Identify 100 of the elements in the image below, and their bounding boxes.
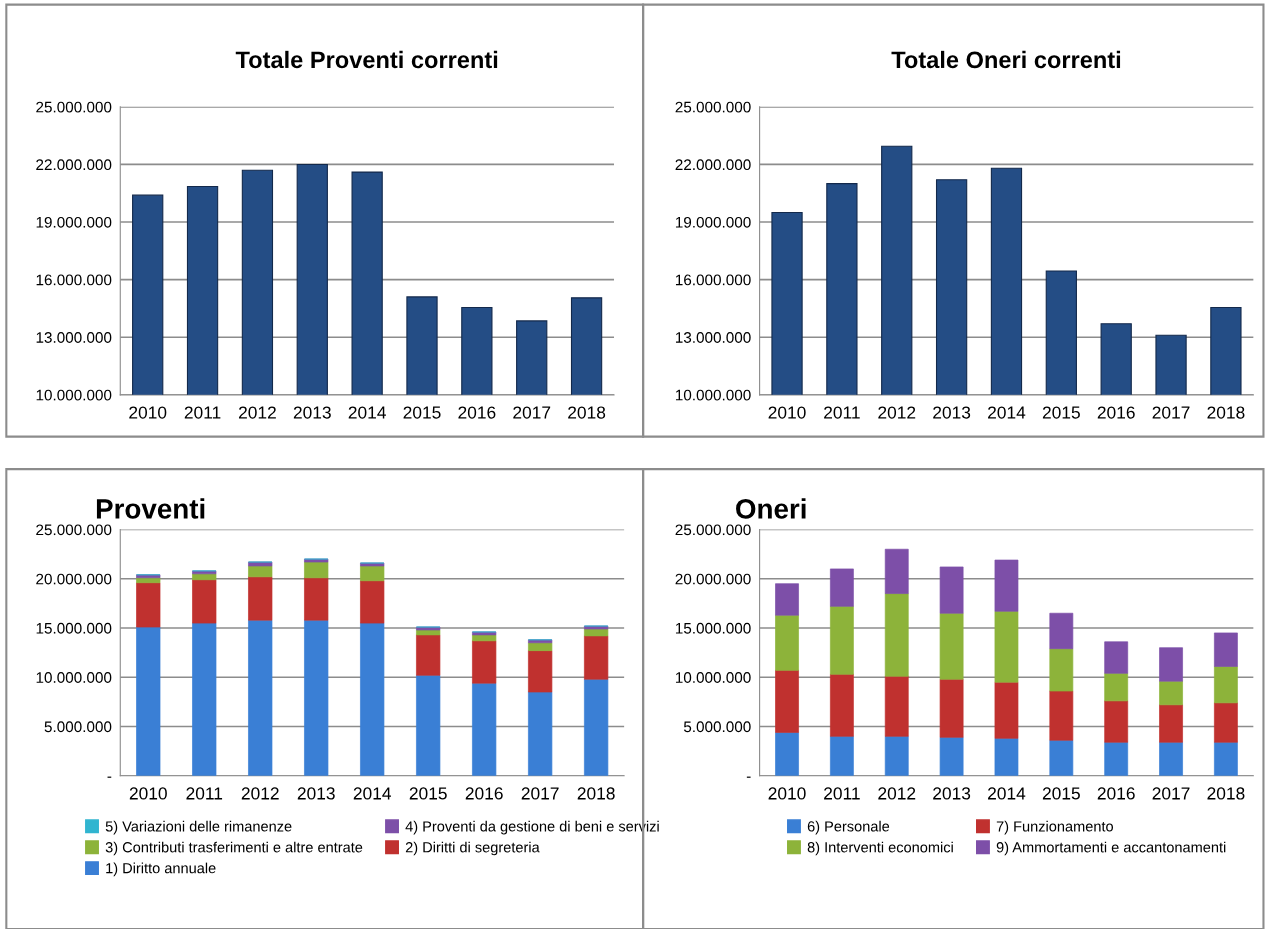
x-tick-label: 2018 <box>568 406 606 419</box>
x-tick-label: 2012 <box>238 406 276 419</box>
bar <box>1049 648 1074 692</box>
legend-label: 8) Interventi economici <box>807 841 953 856</box>
bar <box>1159 741 1183 776</box>
y-tick-label: 20.000.000 <box>36 573 112 585</box>
y-tick-label: 10.000.000 <box>675 389 751 401</box>
legend-label: 9) Ammortamenti e accantonamenti <box>996 841 1226 856</box>
bar <box>472 682 497 776</box>
y-tick-label: 25.000.000 <box>675 101 751 113</box>
x-tick-label: 2013 <box>293 406 331 419</box>
x-tick-label: 2014 <box>988 787 1026 800</box>
bar <box>472 640 497 684</box>
bar <box>1214 632 1238 667</box>
x-tick-label: 2010 <box>768 406 806 419</box>
bar <box>584 635 609 680</box>
x-tick-label: 2013 <box>933 406 971 419</box>
y-tick-label: 5.000.000 <box>683 721 751 733</box>
x-tick-label: 2015 <box>1042 787 1080 800</box>
bar <box>1159 680 1183 706</box>
bar <box>1159 704 1183 743</box>
bar <box>830 605 854 675</box>
bar <box>1049 739 1074 776</box>
y-tick-label: 13.000.000 <box>36 332 112 343</box>
chart-title: Oneri <box>736 498 806 519</box>
x-tick-label: 2018 <box>1207 787 1245 800</box>
x-tick-label: 2015 <box>1042 406 1080 419</box>
bar <box>939 736 964 776</box>
legend-label: 5) Variazioni delle rimanenze <box>105 820 292 835</box>
bar <box>775 583 799 616</box>
x-tick-label: 2011 <box>824 406 860 419</box>
bar <box>830 568 854 607</box>
bar <box>248 619 273 776</box>
bar <box>1104 641 1129 674</box>
bar <box>1104 700 1129 743</box>
bar <box>416 629 441 636</box>
x-tick-label: 2016 <box>1097 787 1135 800</box>
x-tick-label: 2013 <box>297 787 335 800</box>
bar <box>1049 690 1074 741</box>
bar <box>304 577 329 621</box>
bar <box>1214 666 1238 704</box>
y-tick-label: 19.000.000 <box>675 216 751 228</box>
x-tick-label: 2014 <box>348 406 386 419</box>
bar <box>775 614 799 671</box>
chart-title: Proventi <box>96 498 205 519</box>
legend-label: 7) Funzionamento <box>996 820 1114 835</box>
y-tick-label: - <box>746 776 751 778</box>
bar <box>830 735 854 776</box>
x-tick-label: 2011 <box>184 406 221 419</box>
y-tick-label: 16.000.000 <box>36 274 112 286</box>
chart-title: Totale Proventi correnti <box>235 50 498 69</box>
bar <box>136 582 161 628</box>
y-tick-label: 22.000.000 <box>36 159 112 171</box>
bar <box>1104 741 1129 776</box>
x-tick-label: 2017 <box>1152 406 1190 419</box>
legend-label: 2) Diritti di segreteria <box>405 841 540 856</box>
bar <box>248 565 273 578</box>
y-tick-label: 15.000.000 <box>36 622 112 634</box>
y-tick-label: 25.000.000 <box>675 524 751 536</box>
bar <box>584 678 609 776</box>
chart-title: Totale Oneri correnti <box>891 50 1121 69</box>
bar <box>994 559 1019 612</box>
x-tick-label: 2013 <box>933 787 971 800</box>
x-tick-label: 2011 <box>824 787 860 800</box>
bar <box>360 622 385 776</box>
y-tick-label: 5.000.000 <box>44 721 112 733</box>
x-tick-label: 2016 <box>458 406 496 419</box>
bar <box>528 642 553 651</box>
x-tick-label: 2015 <box>403 406 441 419</box>
x-tick-label: 2012 <box>241 787 279 800</box>
bar <box>1214 741 1238 776</box>
bar <box>1104 672 1129 702</box>
bar <box>884 735 909 776</box>
x-tick-label: 2016 <box>1097 406 1135 419</box>
x-tick-label: 2011 <box>186 787 223 800</box>
x-tick-label: 2017 <box>1152 787 1190 800</box>
bar <box>304 619 329 776</box>
bar <box>304 561 329 579</box>
y-tick-label: 10.000.000 <box>675 672 751 683</box>
bar <box>1159 647 1183 682</box>
y-tick-label: 13.000.000 <box>675 332 751 343</box>
bar <box>136 577 161 584</box>
bar <box>136 626 161 776</box>
bar <box>939 678 964 738</box>
bar <box>939 612 964 680</box>
bar <box>994 610 1019 683</box>
bar <box>584 628 609 637</box>
y-tick-label: 25.000.000 <box>36 101 112 113</box>
y-tick-label: 22.000.000 <box>675 159 751 171</box>
bar <box>192 579 217 624</box>
x-tick-label: 2018 <box>1207 406 1245 419</box>
y-tick-label: 25.000.000 <box>36 524 112 536</box>
x-tick-label: 2012 <box>878 406 916 419</box>
y-tick-label: 19.000.000 <box>36 216 112 228</box>
x-tick-label: 2017 <box>521 787 559 800</box>
bar <box>248 576 273 621</box>
x-tick-label: 2016 <box>465 787 503 800</box>
y-tick-label: 10.000.000 <box>36 672 112 683</box>
bar <box>1049 612 1074 650</box>
bar <box>192 622 217 776</box>
